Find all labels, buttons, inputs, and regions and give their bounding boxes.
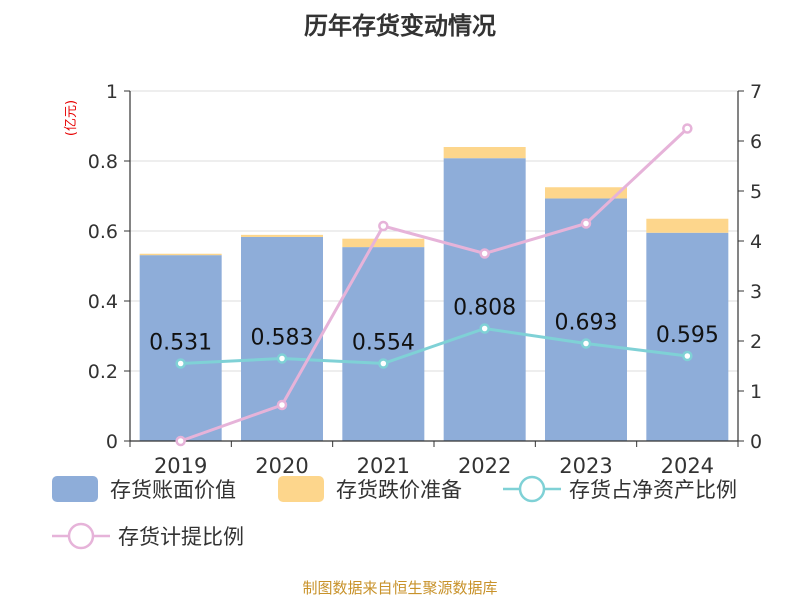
bar-impairment — [241, 235, 323, 237]
legend-swatch — [52, 476, 98, 502]
legend-label: 存货计提比例 — [118, 525, 244, 549]
x-tick-label: 2019 — [154, 454, 207, 478]
point-provision-ratio — [177, 437, 185, 445]
left-tick-label: 0.2 — [88, 361, 118, 383]
bars — [140, 147, 729, 441]
point-ratio-net-assets — [278, 355, 286, 363]
legend-marker — [69, 524, 93, 548]
chart-title: 历年存货变动情况 — [304, 12, 496, 40]
data-label: 0.583 — [251, 326, 314, 351]
data-label: 0.595 — [656, 323, 719, 348]
point-provision-ratio — [379, 222, 387, 230]
point-provision-ratio — [582, 220, 590, 228]
right-tick-label: 5 — [750, 181, 762, 203]
point-provision-ratio — [481, 250, 489, 258]
legend-label: 存货账面价值 — [110, 478, 236, 502]
right-tick-label: 4 — [750, 231, 762, 253]
bar-impairment — [646, 219, 728, 233]
data-label: 0.531 — [149, 331, 212, 356]
bar-impairment — [140, 254, 222, 255]
left-tick-label: 0 — [106, 431, 118, 453]
point-ratio-net-assets — [379, 360, 387, 368]
x-tick-label: 2021 — [357, 454, 410, 478]
point-provision-ratio — [683, 125, 691, 133]
x-tick-label: 2023 — [559, 454, 612, 478]
left-tick-label: 0.8 — [88, 151, 118, 173]
bar-impairment — [444, 147, 526, 158]
left-tick-label: 0.4 — [88, 291, 118, 313]
x-tick-label: 2020 — [255, 454, 308, 478]
right-tick-label: 0 — [750, 431, 762, 453]
point-provision-ratio — [278, 401, 286, 409]
left-axis-unit: (亿元) — [64, 100, 79, 136]
legend-label: 存货占净资产比例 — [569, 478, 737, 502]
source-note: 制图数据来自恒生聚源数据库 — [302, 579, 497, 597]
point-ratio-net-assets — [177, 360, 185, 368]
right-tick-label: 2 — [750, 331, 762, 353]
x-tick-label: 2022 — [458, 454, 511, 478]
right-tick-label: 3 — [750, 281, 762, 303]
legend-marker — [520, 477, 544, 501]
legend-swatch — [278, 476, 324, 502]
point-ratio-net-assets — [582, 340, 590, 348]
data-label: 0.693 — [555, 311, 618, 336]
left-tick-label: 1 — [106, 81, 118, 103]
point-ratio-net-assets — [481, 325, 489, 333]
data-label: 0.808 — [453, 296, 516, 321]
right-tick-label: 1 — [750, 381, 762, 403]
right-tick-label: 6 — [750, 131, 762, 153]
x-tick-label: 2024 — [661, 454, 714, 478]
legend-label: 存货跌价准备 — [336, 478, 462, 502]
left-tick-label: 0.6 — [88, 221, 118, 243]
bar-impairment — [342, 239, 424, 247]
point-ratio-net-assets — [683, 352, 691, 360]
data-label: 0.554 — [352, 331, 415, 356]
right-tick-label: 7 — [750, 81, 762, 103]
